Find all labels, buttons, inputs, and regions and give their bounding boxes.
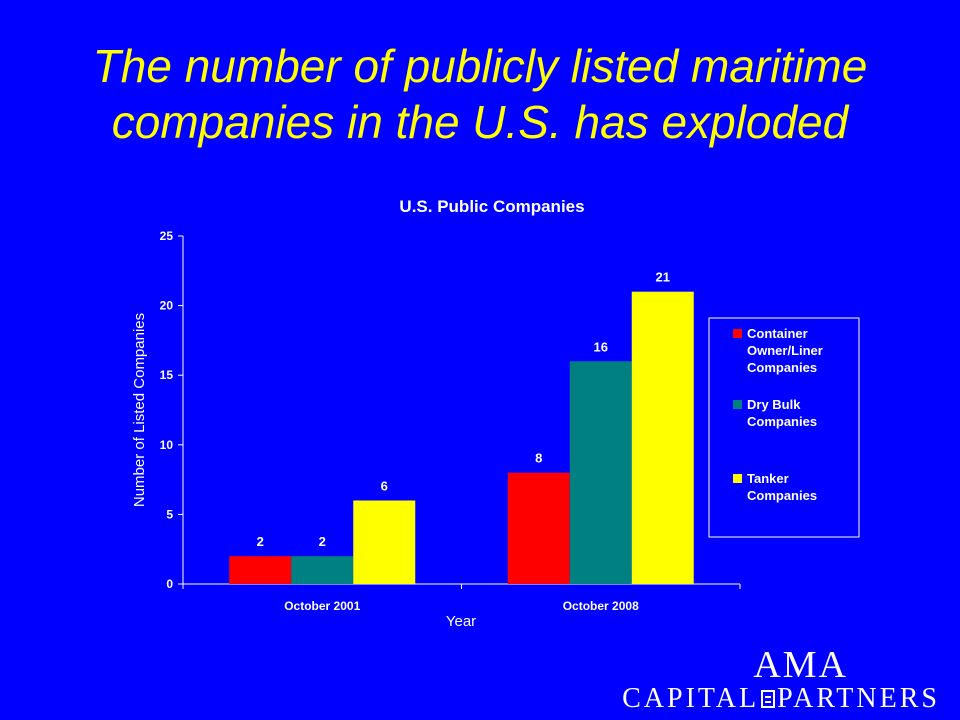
logo-name-right: PARTNERS [777,683,940,714]
bar [229,556,292,584]
slide-title: The number of publicly listed maritime c… [30,38,930,150]
bar [569,361,632,584]
legend-label: Companies [747,414,817,429]
legend-swatch [733,400,742,409]
y-tick-label: 15 [160,368,174,382]
legend-swatch [733,474,742,483]
x-axis-title: Year [446,613,476,630]
legend-label: Companies [747,360,817,375]
bar [291,556,354,584]
y-tick-label: 25 [160,229,174,243]
legend-swatch [733,329,742,338]
bar [507,472,570,584]
logo-name-line: CAPITAL PARTNERS [620,684,940,714]
legend-label: Container [747,326,808,341]
y-axis-title: Number of Listed Companies [131,313,148,507]
data-label: 6 [381,478,388,493]
data-label: 8 [535,451,542,466]
legend-label: Dry Bulk [747,397,801,412]
logo-mark-icon [761,690,776,708]
slide-title-line-2: companies in the U.S. has exploded [111,96,849,148]
x-tick-label: October 2008 [563,599,639,613]
data-label: 2 [319,534,326,549]
data-label: 2 [257,534,264,549]
legend-label: Companies [747,488,817,503]
y-tick-label: 5 [166,507,173,521]
legend-label: Tanker [747,471,789,486]
legend-box [708,317,860,538]
bar [631,291,694,584]
logo-name-top: AMA [753,644,848,686]
x-tick-label: October 2001 [284,599,360,613]
y-tick-label: 20 [160,299,174,313]
company-logo: AMA CAPITAL PARTNERS [620,646,940,714]
bar [353,500,416,584]
legend-label: Owner/Liner [747,343,823,358]
legend: Container Owner/Liner Companies Dry Bulk Com… [708,317,860,538]
chart-title: U.S. Public Companies [399,197,584,216]
plot-area: 0 5 10 15 20 25 October 2001 October 2008 2 8 2 16 6… [160,229,741,613]
slide-title-line-1: The number of publicly listed maritime [92,40,868,92]
y-tick-label: 0 [166,577,173,591]
logo-name-left: CAPITAL [622,683,760,714]
data-label: 16 [594,339,608,354]
data-label: 21 [656,270,670,285]
y-tick-label: 10 [160,438,174,452]
